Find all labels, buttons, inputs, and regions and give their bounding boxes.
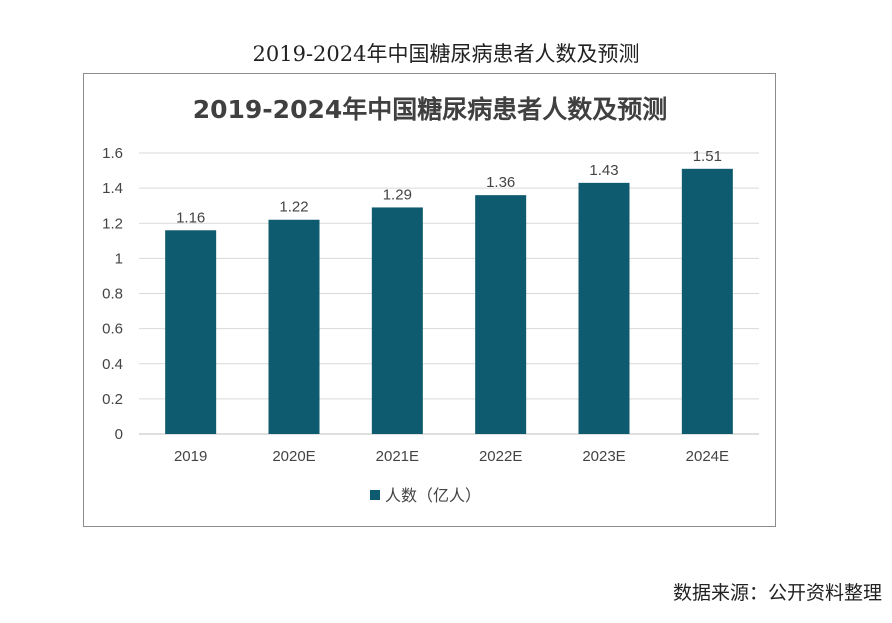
gridlines (139, 152, 759, 435)
y-tick-label: 1.2 (102, 215, 123, 232)
x-tick-label: 2023E (582, 448, 625, 465)
data-label: 1.43 (589, 162, 618, 179)
x-axis-ticks: 2019 2020E 2021E 2022E 2023E 2024E (174, 448, 729, 465)
bar (681, 168, 733, 434)
bar-chart: 2019-2024年中国糖尿病患者人数及预测 0 0.2 0.4 0.6 0.8 1 1.2… (102, 95, 759, 505)
bars (165, 168, 733, 434)
y-tick-label: 0.8 (102, 286, 123, 303)
bar (165, 230, 217, 434)
y-tick-label: 0.4 (102, 356, 123, 373)
data-label: 1.22 (279, 199, 308, 216)
source-note: 数据来源：公开资料整理 (672, 582, 882, 604)
data-label: 1.29 (383, 186, 412, 203)
bar (371, 207, 423, 434)
x-tick-label: 2020E (272, 448, 315, 465)
y-tick-label: 1 (115, 250, 123, 267)
data-label: 1.51 (693, 148, 722, 165)
bar (268, 219, 320, 434)
x-tick-label: 2019 (174, 448, 207, 465)
legend-swatch (370, 490, 380, 500)
y-axis-ticks: 0 0.2 0.4 0.6 0.8 1 1.2 1.4 1.6 (102, 145, 123, 443)
y-tick-label: 1.6 (102, 145, 123, 162)
x-tick-label: 2022E (479, 448, 522, 465)
legend-label: 人数（亿人） (385, 487, 481, 505)
y-tick-label: 0.6 (102, 321, 123, 338)
page-caption: 2019-2024年中国糖尿病患者人数及预测 (252, 42, 640, 66)
x-tick-label: 2024E (686, 448, 729, 465)
data-label: 1.16 (176, 209, 205, 226)
legend: 人数（亿人） (370, 487, 481, 505)
bar (475, 195, 527, 434)
bar (578, 182, 630, 434)
data-label: 1.36 (486, 174, 515, 191)
x-tick-label: 2021E (376, 448, 419, 465)
data-labels: 1.16 1.22 1.29 1.36 1.43 1.51 (176, 148, 722, 226)
y-tick-label: 1.4 (102, 180, 123, 197)
chart-frame: 2019-2024年中国糖尿病患者人数及预测 0 0.2 0.4 0.6 0.8 1 1.2… (83, 73, 776, 527)
y-tick-label: 0 (115, 426, 123, 443)
y-tick-label: 0.2 (102, 391, 123, 408)
chart-title: 2019-2024年中国糖尿病患者人数及预测 (193, 95, 668, 124)
